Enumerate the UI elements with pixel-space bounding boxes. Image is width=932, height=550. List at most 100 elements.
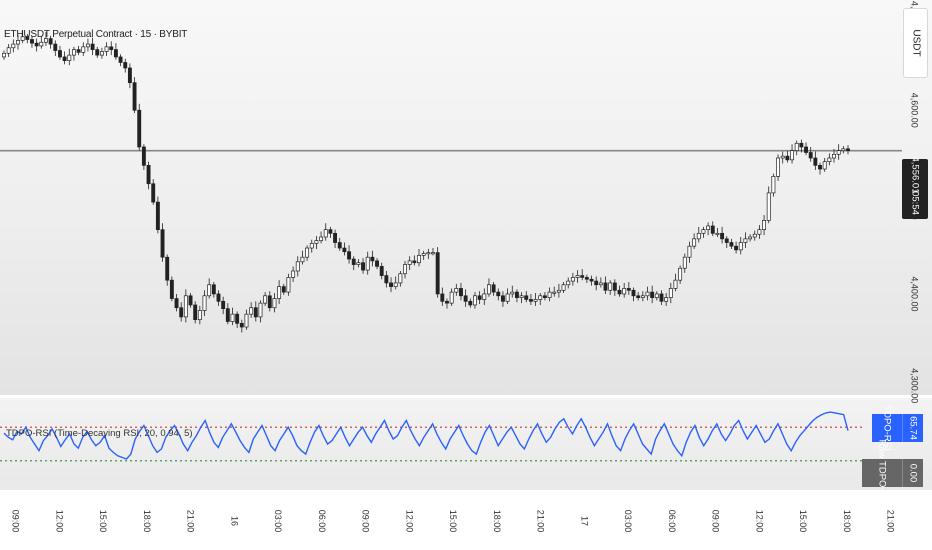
candle-body-173 <box>808 152 813 159</box>
candle-body-164 <box>766 192 771 221</box>
candle-body-81 <box>379 266 384 276</box>
pane-separator[interactable] <box>0 395 932 398</box>
candle-body-32 <box>151 183 156 203</box>
candle-body-170 <box>794 142 799 152</box>
candle-body-28 <box>132 82 137 111</box>
candle-body-94 <box>440 293 445 302</box>
candle-body-174 <box>813 157 818 166</box>
candle-body-153 <box>715 232 720 235</box>
candle-body-96 <box>449 291 454 304</box>
indicator-pane[interactable] <box>0 398 932 490</box>
candle-body-143 <box>668 288 673 298</box>
candle-body-91 <box>426 252 431 255</box>
time-tick-label-13: 17 <box>579 516 589 526</box>
candle-body-123 <box>575 275 580 278</box>
candle-body-48 <box>225 308 230 322</box>
time-tick-label-7: 06:00 <box>317 510 327 533</box>
time-tick-label-3: 18:00 <box>142 510 152 533</box>
candle-body-176 <box>822 161 827 170</box>
tdpo-rsi-tag: TDPO-RSI 65.74 <box>872 405 923 451</box>
time-tick-label-1: 12:00 <box>54 510 64 533</box>
candles <box>2 30 850 333</box>
candle-body-111 <box>519 295 524 298</box>
candle-body-113 <box>528 299 533 302</box>
candle-body-43 <box>202 295 207 311</box>
candle-body-20 <box>95 49 100 56</box>
candle-body-67 <box>314 240 319 244</box>
candle-body-44 <box>207 284 212 297</box>
candle-body-139 <box>650 291 655 298</box>
candle-body-171 <box>799 142 804 148</box>
price-tick-label-4: 4,300.00 <box>910 368 920 403</box>
candle-body-21 <box>99 51 104 56</box>
candle-body-41 <box>193 304 198 321</box>
candle-body-29 <box>137 109 142 148</box>
candle-body-42 <box>197 310 202 321</box>
tdpo-rsi-line <box>3 411 849 460</box>
candle-body-118 <box>552 291 557 294</box>
candle-body-58 <box>272 298 277 309</box>
time-tick-label-12: 21:00 <box>536 510 546 533</box>
candle-body-102 <box>477 295 482 300</box>
candle-body-103 <box>482 293 487 300</box>
candle-body-127 <box>594 280 599 286</box>
candle-body-146 <box>682 256 687 269</box>
symbol-title[interactable]: ETHUSDT Perpetual Contract · 15 · BYBIT <box>4 29 188 40</box>
candle-body-97 <box>454 288 459 293</box>
candle-body-79 <box>370 256 375 262</box>
candle-body-68 <box>319 236 324 242</box>
candle-body-77 <box>361 262 365 271</box>
candle-body-75 <box>351 258 356 265</box>
time-axis[interactable] <box>0 490 932 550</box>
candle-body-169 <box>790 150 794 161</box>
candle-body-82 <box>384 275 389 284</box>
candle-body-159 <box>743 238 748 243</box>
candle-body-163 <box>762 220 767 231</box>
candle-body-152 <box>710 225 715 234</box>
candle-body-136 <box>636 295 641 298</box>
candle-body-34 <box>160 229 165 258</box>
time-tick-label-20: 21:00 <box>886 510 896 533</box>
candle-body-37 <box>174 298 179 309</box>
candle-body-138 <box>645 291 650 297</box>
rsi-line-group <box>3 411 849 460</box>
candle-body-38 <box>179 307 184 318</box>
candle-body-11 <box>53 43 58 51</box>
indicator-legend[interactable]: TDPO-RSI (Time-Decaying RSI, 20, 0.94, 5… <box>6 428 193 439</box>
candle-body-23 <box>109 46 114 50</box>
candle-body-89 <box>417 255 421 264</box>
candle-body-99 <box>463 295 468 302</box>
candle-body-134 <box>626 288 631 291</box>
candle-body-168 <box>785 155 790 161</box>
candle-body-13 <box>62 56 67 61</box>
candle-body-179 <box>836 150 841 155</box>
candle-body-61 <box>286 277 291 293</box>
candle-body-150 <box>701 229 706 234</box>
currency-label: USDT <box>910 29 921 57</box>
candle-body-158 <box>738 242 743 251</box>
candle-body-88 <box>412 260 417 264</box>
price-tick-label-3: 4,400.00 <box>910 276 920 311</box>
tdpo-rsi-tag-value: 65.74 <box>907 416 919 440</box>
last-price-value: 4,556.01 <box>909 156 921 194</box>
candle-body-72 <box>337 242 342 249</box>
candle-body-7 <box>34 42 39 47</box>
candle-body-57 <box>267 295 272 309</box>
candle-body-25 <box>118 56 123 63</box>
candle-body-109 <box>510 291 515 295</box>
candle-body-135 <box>631 289 636 297</box>
price-pane[interactable] <box>0 0 932 395</box>
candle-body-180 <box>841 148 846 152</box>
currency-button[interactable]: USDT <box>903 8 928 78</box>
candle-body-128 <box>598 282 603 286</box>
candle-body-5 <box>25 36 30 40</box>
candle-body-60 <box>281 286 286 293</box>
candle-body-160 <box>748 236 753 240</box>
candle-body-155 <box>724 238 729 243</box>
candle-body-52 <box>244 313 249 328</box>
candle-body-157 <box>734 245 739 251</box>
candle-body-142 <box>664 297 669 302</box>
time-tick-label-15: 06:00 <box>667 510 677 533</box>
candle-body-131 <box>612 282 617 291</box>
